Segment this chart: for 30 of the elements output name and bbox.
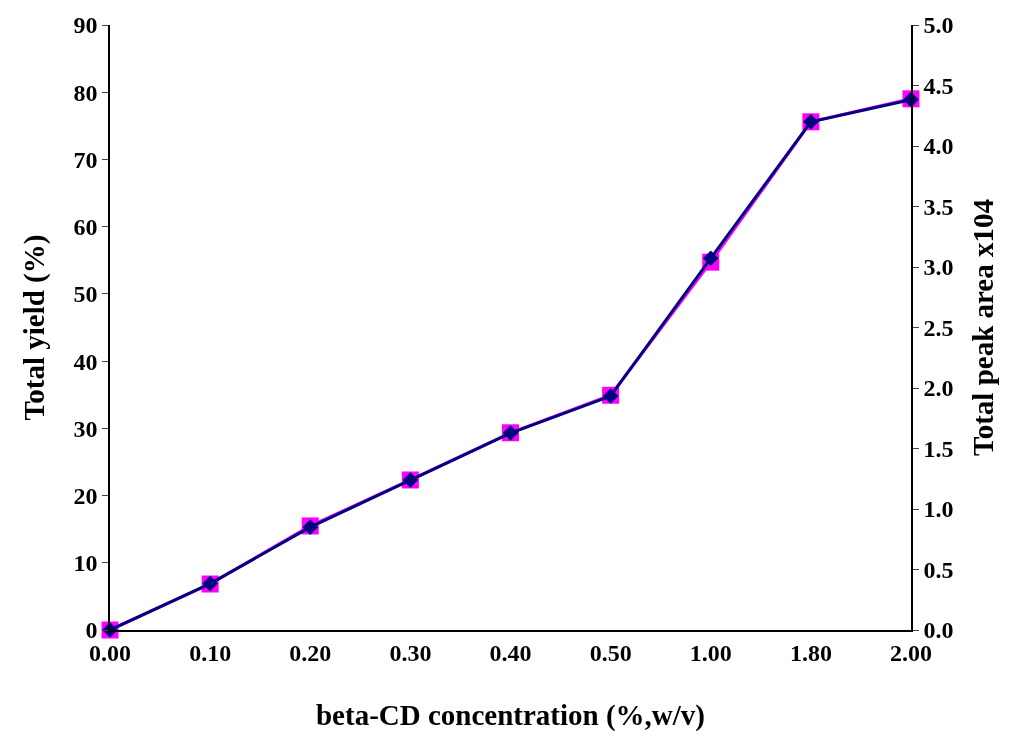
x-tick-label: 0.10 bbox=[189, 639, 232, 666]
y2-tick-label: 3.5 bbox=[923, 193, 954, 220]
y-axis-title: Total yield (%) bbox=[18, 234, 52, 421]
y2-tick-label: 4.0 bbox=[923, 133, 954, 160]
y-tick-label: 40 bbox=[73, 348, 98, 375]
y-tick-label: 80 bbox=[73, 79, 98, 106]
y2-tick-label: 3.0 bbox=[923, 254, 954, 281]
x-tick-label: 0.40 bbox=[489, 639, 532, 666]
y-tick-label: 10 bbox=[73, 550, 98, 577]
y2-tick-label: 2.5 bbox=[923, 314, 954, 341]
y-tick-label: 70 bbox=[73, 146, 98, 173]
x-tick-label: 0.50 bbox=[589, 639, 632, 666]
y2-tick-label: 1.0 bbox=[923, 496, 954, 523]
x-tick-label: 1.00 bbox=[689, 639, 732, 666]
y-tick-label: 60 bbox=[73, 214, 98, 241]
y2-tick-label: 1.5 bbox=[923, 435, 954, 462]
y2-axis-title: Total peak area x104 bbox=[966, 199, 999, 456]
x-tick-label: 0.30 bbox=[389, 639, 432, 666]
y-tick-label: 90 bbox=[73, 12, 98, 39]
x-tick-label: 0.20 bbox=[289, 639, 332, 666]
y-tick-label: 50 bbox=[73, 281, 98, 308]
y2-tick-label: 4.5 bbox=[923, 72, 954, 99]
x-axis-title: beta-CD concentration (%,w/v) bbox=[315, 698, 706, 732]
x-tick-label: 1.80 bbox=[789, 639, 832, 666]
y2-tick-label: 2.0 bbox=[923, 375, 954, 402]
y2-tick-label: 0.5 bbox=[923, 556, 954, 583]
point bbox=[702, 250, 719, 267]
y-tick-label: 20 bbox=[73, 482, 98, 509]
y-tick-label: 30 bbox=[73, 415, 98, 442]
y2-tick-label: 5.0 bbox=[923, 12, 954, 39]
